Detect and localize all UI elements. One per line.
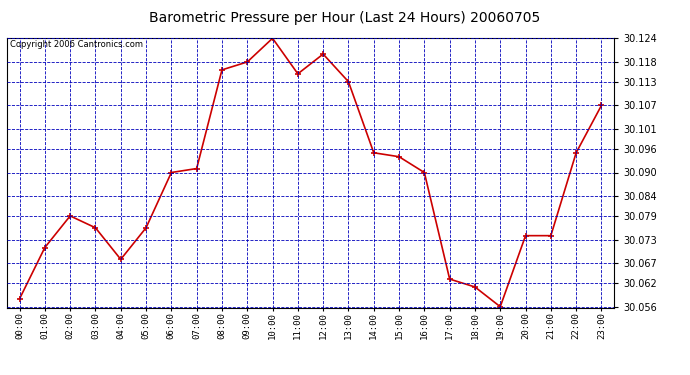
Text: Barometric Pressure per Hour (Last 24 Hours) 20060705: Barometric Pressure per Hour (Last 24 Ho… <box>149 11 541 25</box>
Text: Copyright 2006 Cantronics.com: Copyright 2006 Cantronics.com <box>10 40 143 49</box>
